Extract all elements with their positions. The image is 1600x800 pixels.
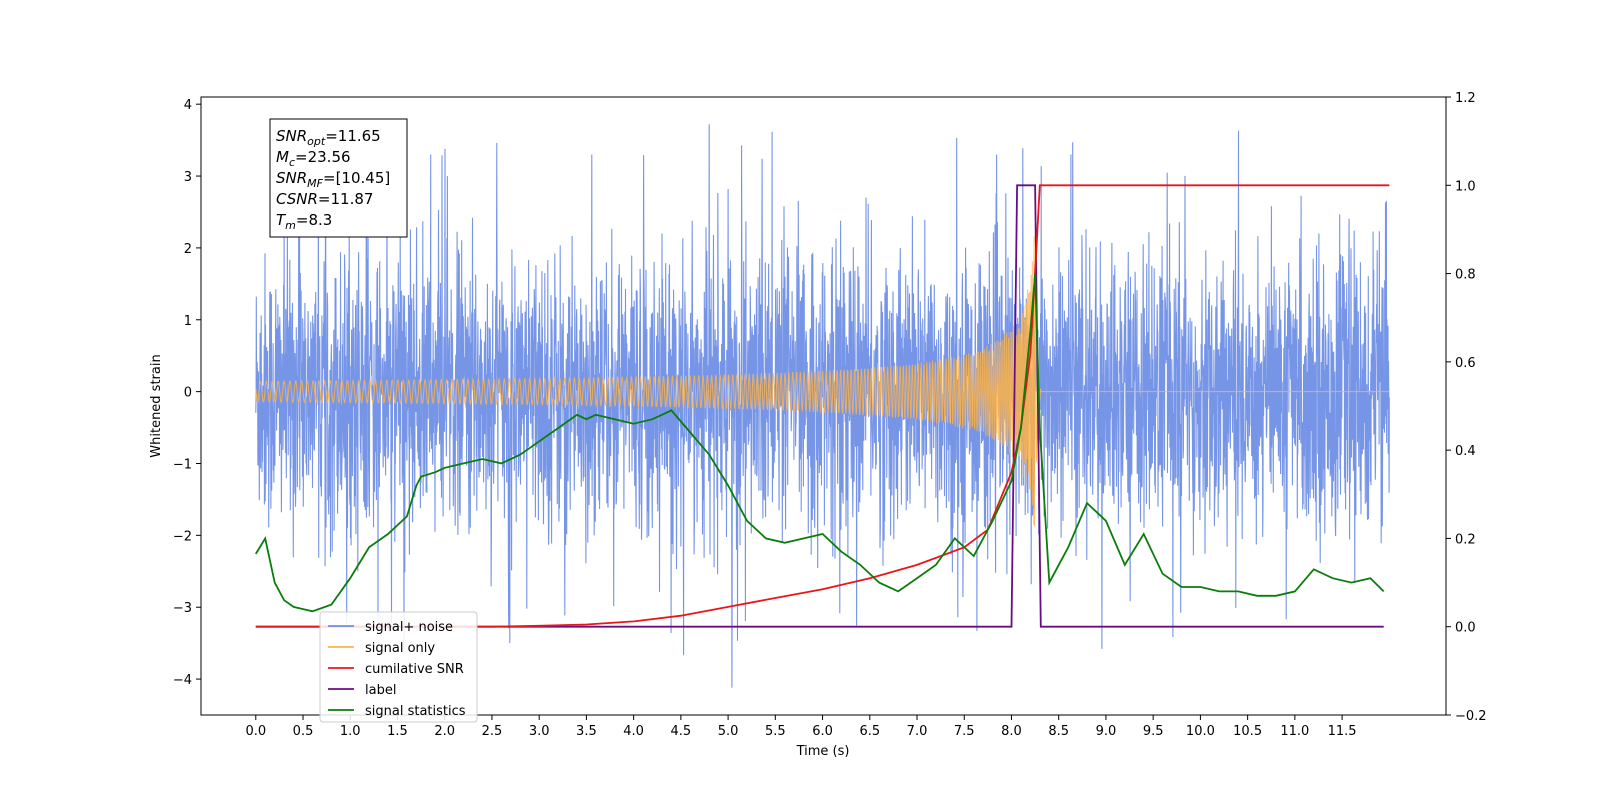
y-right-tick-label: 0.6 xyxy=(1455,356,1476,371)
x-tick-label: 8.0 xyxy=(1001,724,1022,739)
info-box-line: CSNR=11.87 xyxy=(276,190,373,208)
y-left-tick-label: −2 xyxy=(173,529,192,544)
x-tick-label: 9.5 xyxy=(1143,724,1164,739)
x-tick-label: 4.0 xyxy=(623,724,644,739)
y-right-tick-label: −0.2 xyxy=(1455,709,1487,724)
y-left-tick-label: −1 xyxy=(173,457,192,472)
y-left-axis-ticks: 4 3 2 1 0 −1 −2 −3 −4 xyxy=(173,98,201,688)
y-left-tick-label: 4 xyxy=(184,98,192,113)
info-box: SNRopt=11.65Mc=23.56SNRMF=[10.45]CSNR=11… xyxy=(269,118,408,238)
x-tick-label: 11.0 xyxy=(1280,724,1309,739)
x-tick-label: 6.5 xyxy=(859,724,880,739)
y-right-tick-label: 0.4 xyxy=(1455,444,1476,459)
y-left-tick-label: 3 xyxy=(184,170,192,185)
x-tick-label: 8.5 xyxy=(1048,724,1069,739)
legend-label: cumilative SNR xyxy=(365,662,464,677)
legend-label: label xyxy=(365,683,396,698)
y-right-tick-label: 0.2 xyxy=(1455,532,1476,547)
info-box-frame xyxy=(269,118,408,238)
legend-label: signal only xyxy=(365,641,435,656)
x-tick-label: 7.0 xyxy=(907,724,928,739)
x-tick-label: 0.5 xyxy=(293,724,314,739)
x-tick-label: 3.0 xyxy=(529,724,550,739)
x-tick-label: 1.5 xyxy=(387,724,408,739)
x-tick-label: 4.5 xyxy=(671,724,692,739)
x-tick-label: 10.5 xyxy=(1233,724,1262,739)
x-tick-label: 2.0 xyxy=(434,724,455,739)
x-tick-label: 2.5 xyxy=(482,724,503,739)
x-tick-label: 5.5 xyxy=(765,724,786,739)
series-cumulative-snr-line xyxy=(255,184,1390,628)
info-box-line: SNRMF=[10.45] xyxy=(276,169,390,190)
series-signal-noise-line xyxy=(255,124,1390,688)
x-tick-label: 6.0 xyxy=(812,724,833,739)
x-tick-label: 1.0 xyxy=(340,724,361,739)
x-tick-label: 11.5 xyxy=(1328,724,1357,739)
y-left-tick-label: −4 xyxy=(173,673,192,688)
series-signal-only-line xyxy=(255,236,1390,527)
legend-frame xyxy=(319,611,478,723)
y-right-tick-label: 1.0 xyxy=(1455,179,1476,194)
y-right-tick-label: 1.2 xyxy=(1455,91,1476,106)
x-tick-label: 7.5 xyxy=(954,724,975,739)
y-right-tick-label: 0.8 xyxy=(1455,268,1476,283)
info-box-line: Mc=23.56 xyxy=(276,148,351,169)
info-box-line: SNRopt=11.65 xyxy=(276,127,381,148)
x-axis-ticks: 0.0 0.5 1.0 1.5 2.0 2.5 3.0 3.5 4.0 4.5 5.0 5.5 6.0 6… xyxy=(245,715,1357,739)
x-tick-label: 9.0 xyxy=(1096,724,1117,739)
series-layer xyxy=(255,124,1390,688)
x-tick-label: 3.5 xyxy=(576,724,597,739)
y-left-axis-label: Whitened strain xyxy=(149,354,164,457)
plot-frame xyxy=(200,96,1447,716)
x-tick-label: 0.0 xyxy=(245,724,266,739)
x-axis-label: Time (s) xyxy=(796,744,850,759)
y-left-tick-label: 2 xyxy=(184,242,192,257)
x-tick-label: 5.0 xyxy=(718,724,739,739)
legend: signal+ noise signal only cumilative SNR la… xyxy=(319,611,478,723)
y-left-tick-label: −3 xyxy=(173,601,192,616)
y-right-tick-label: 0.0 xyxy=(1455,621,1476,636)
series-signal-statistics-line xyxy=(255,273,1385,613)
y-left-tick-label: 1 xyxy=(184,314,192,329)
series-label-line xyxy=(255,184,1384,628)
y-left-tick-label: 0 xyxy=(184,386,192,401)
info-box-line: Tm=8.3 xyxy=(276,211,332,232)
legend-label: signal statistics xyxy=(365,704,466,719)
y-right-axis-ticks: 1.2 1.0 0.8 0.6 0.4 0.2 0.0 −0.2 xyxy=(1446,91,1487,724)
legend-label: signal+ noise xyxy=(365,620,453,635)
x-tick-label: 10.0 xyxy=(1186,724,1215,739)
